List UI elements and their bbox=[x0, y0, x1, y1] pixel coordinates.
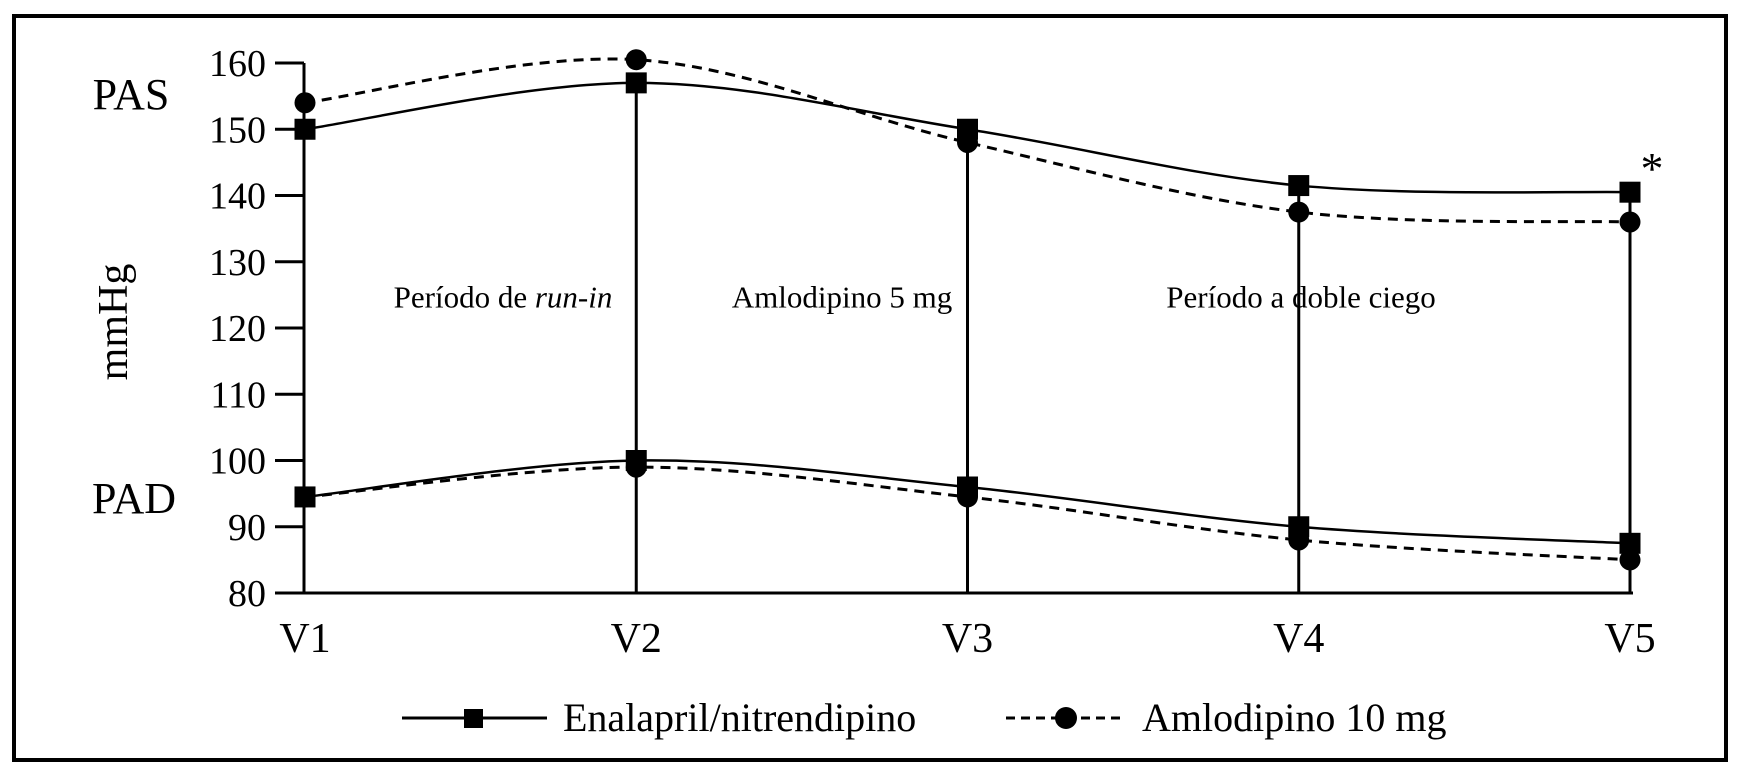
marker-circle-pas-v5 bbox=[1619, 211, 1641, 233]
pas-axis-label: PAS bbox=[92, 70, 170, 119]
legend-label-enalapril: Enalapril/nitrendipino bbox=[563, 695, 917, 740]
marker-circle-pas-v2 bbox=[625, 49, 647, 71]
significance-asterisk: * bbox=[1641, 143, 1664, 194]
marker-circle-pad-v1 bbox=[294, 486, 316, 508]
legend-label-amlodipino: Amlodipino 10 mg bbox=[1142, 695, 1447, 740]
x-label-v2: V2 bbox=[611, 616, 662, 662]
annotation-double-blind: Período a doble ciego bbox=[1166, 282, 1435, 313]
y-tick-label: 100 bbox=[209, 441, 266, 483]
marker-square-pas-v4 bbox=[1288, 175, 1310, 197]
marker-circle-pas-v3 bbox=[957, 132, 978, 153]
marker-circle-pad-v4 bbox=[1288, 529, 1310, 551]
annotation-text: Amlodipino 5 mg bbox=[731, 279, 953, 315]
legend-swatch-solid-square-icon bbox=[402, 709, 547, 728]
annotation-text: Período de bbox=[393, 279, 535, 315]
x-label-v3: V3 bbox=[942, 616, 993, 662]
x-label-v4: V4 bbox=[1273, 616, 1324, 662]
y-tick-label: 130 bbox=[209, 242, 266, 284]
marker-square-pas-v2 bbox=[625, 72, 647, 94]
annotation-period-run-in: Período de run-in bbox=[394, 282, 613, 313]
legend-item-amlodipino: Amlodipino 10 mg bbox=[1006, 698, 1446, 738]
y-tick-label: 150 bbox=[209, 109, 266, 151]
y-tick-label: 90 bbox=[228, 507, 266, 549]
marker-circle-pad-v2 bbox=[625, 456, 647, 478]
pad-axis-label: PAD bbox=[92, 474, 176, 523]
marker-square-pad-v5 bbox=[1619, 532, 1641, 554]
y-tick-label: 120 bbox=[209, 308, 266, 350]
annotation-text-italic: run-in bbox=[534, 279, 613, 315]
y-axis-unit-label: mmHg bbox=[91, 263, 137, 381]
y-tick-label: 140 bbox=[209, 176, 266, 218]
legend-swatch-dashed-circle-icon bbox=[1006, 707, 1126, 729]
marker-circle-pad-v3 bbox=[957, 486, 978, 508]
marker-square-pas-v1 bbox=[294, 118, 316, 140]
marker-circle-pas-v1 bbox=[294, 92, 316, 114]
series-curve-pas-dashed bbox=[304, 57, 1631, 224]
annotation-text: Período a doble ciego bbox=[1166, 279, 1436, 315]
marker-circle-pad-v5 bbox=[1619, 549, 1641, 571]
annotation-amlodipino-5mg: Amlodipino 5 mg bbox=[732, 282, 952, 313]
x-label-v5: V5 bbox=[1604, 616, 1655, 662]
y-tick-label: 160 bbox=[209, 43, 266, 85]
legend-item-enalapril: Enalapril/nitrendipino bbox=[402, 698, 916, 738]
marker-square-pas-v5 bbox=[1619, 181, 1641, 203]
marker-circle-pas-v4 bbox=[1288, 201, 1310, 223]
y-tick-label: 110 bbox=[210, 374, 266, 416]
figure-border bbox=[12, 14, 1728, 762]
y-tick-label: 80 bbox=[228, 573, 266, 615]
x-label-v1: V1 bbox=[279, 616, 330, 662]
